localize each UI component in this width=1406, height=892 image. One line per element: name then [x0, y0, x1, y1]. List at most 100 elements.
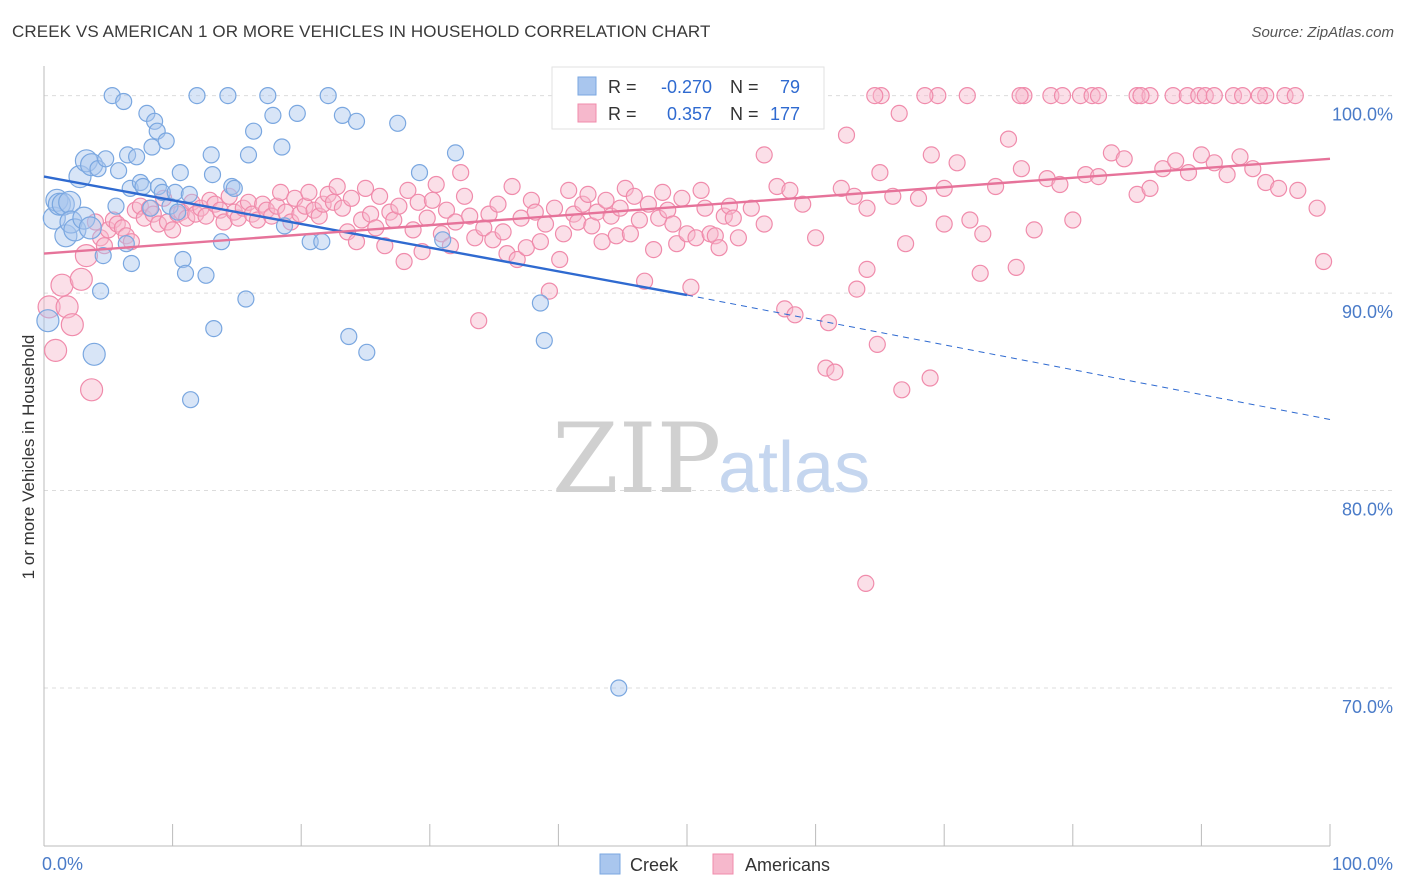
americans-point — [621, 225, 640, 243]
americans-point — [890, 104, 908, 123]
series-legend: Creek Americans — [599, 853, 830, 875]
americans-point — [755, 146, 773, 164]
creek-point — [197, 266, 215, 284]
legend-creek-swatch — [577, 76, 597, 96]
americans-point — [69, 267, 93, 291]
creek-point — [610, 679, 628, 697]
bottom-legend-creek-swatch — [599, 853, 621, 875]
americans-point — [1205, 86, 1223, 105]
americans-point — [948, 154, 966, 172]
creek-point — [122, 254, 140, 273]
americans-point — [837, 126, 856, 144]
americans-point — [986, 177, 1005, 196]
americans-point — [806, 229, 825, 247]
americans-point — [868, 335, 886, 353]
americans-point — [1224, 86, 1243, 105]
americans-point — [857, 574, 875, 593]
legend-americans-swatch — [577, 103, 597, 123]
y-tick-label: 100.0% — [1332, 105, 1393, 125]
americans-point — [531, 233, 550, 251]
americans-point — [1218, 166, 1236, 184]
americans-point — [832, 179, 850, 197]
americans-point — [113, 219, 132, 237]
americans-point — [376, 237, 394, 255]
americans-point — [678, 225, 696, 243]
creek-point — [36, 309, 60, 333]
americans-point — [356, 179, 375, 197]
americans-point — [342, 189, 360, 207]
americans-point — [324, 193, 342, 211]
creek-point — [358, 343, 376, 361]
americans-point — [999, 130, 1018, 148]
americans-point — [300, 183, 318, 201]
americans-point — [437, 201, 456, 219]
creek-point — [225, 179, 243, 197]
americans-point — [961, 211, 979, 229]
americans-point — [794, 195, 812, 213]
americans-point — [494, 223, 512, 241]
americans-point — [1167, 152, 1185, 170]
americans-point — [935, 215, 953, 233]
americans-point — [1164, 86, 1182, 105]
x-tick-label: 100.0% — [1332, 854, 1393, 874]
americans-point — [858, 199, 876, 217]
creek-point — [389, 114, 407, 132]
chart-title: CREEK VS AMERICAN 1 OR MORE VEHICLES IN … — [12, 22, 711, 41]
americans-point — [1012, 160, 1031, 178]
americans-point — [971, 264, 989, 282]
creek-point — [146, 112, 164, 130]
creek-point — [166, 183, 184, 201]
creek-point — [245, 122, 263, 140]
legend-americans-n-label: N = — [730, 104, 759, 124]
creek-point — [531, 294, 550, 312]
creek-point — [205, 320, 223, 338]
y-axis-label: 1 or more Vehicles in Household — [19, 335, 38, 580]
americans-point — [314, 195, 332, 213]
americans-point — [272, 183, 290, 201]
americans-point — [921, 369, 939, 387]
y-tick-labels: 70.0% 80.0% 90.0% 100.0% — [1332, 105, 1393, 717]
americans-point — [673, 189, 691, 207]
watermark-zip: ZIP — [552, 403, 721, 515]
americans-point — [692, 181, 710, 199]
americans-point — [916, 86, 934, 105]
americans-point — [423, 191, 441, 209]
bottom-legend-americans: Americans — [745, 855, 830, 875]
americans-point — [817, 359, 835, 377]
creek-point — [239, 146, 258, 164]
americans-point — [164, 221, 182, 239]
y-tick-label: 90.0% — [1342, 302, 1393, 322]
creek-point — [107, 197, 125, 215]
americans-point — [353, 211, 371, 229]
americans-point — [1053, 86, 1072, 105]
creek-point — [58, 190, 82, 214]
americans-point — [776, 300, 794, 318]
americans-point — [1269, 179, 1288, 197]
creek-point — [117, 235, 135, 253]
americans-point — [79, 378, 104, 402]
creek-point — [203, 166, 222, 184]
americans-point — [1011, 86, 1029, 105]
americans-point — [668, 235, 686, 253]
americans-point — [371, 187, 389, 205]
americans-point — [696, 199, 714, 217]
americans-point — [395, 252, 413, 271]
creek-point — [182, 391, 200, 409]
americans-point — [432, 225, 450, 243]
americans-point — [569, 213, 587, 231]
bottom-legend-americans-swatch — [712, 853, 734, 875]
americans-point — [909, 189, 928, 207]
americans-point — [1083, 86, 1101, 105]
americans-point — [630, 211, 649, 229]
creek-point — [143, 138, 161, 156]
creek-point — [171, 164, 189, 182]
americans-point — [536, 215, 555, 233]
americans-point — [296, 197, 314, 215]
americans-point — [1051, 175, 1069, 194]
americans-point — [710, 239, 728, 257]
americans-point — [427, 175, 445, 194]
gridlines — [44, 95, 1394, 689]
americans-point — [593, 233, 611, 251]
creek-point — [180, 185, 198, 203]
americans-point — [1089, 86, 1108, 105]
